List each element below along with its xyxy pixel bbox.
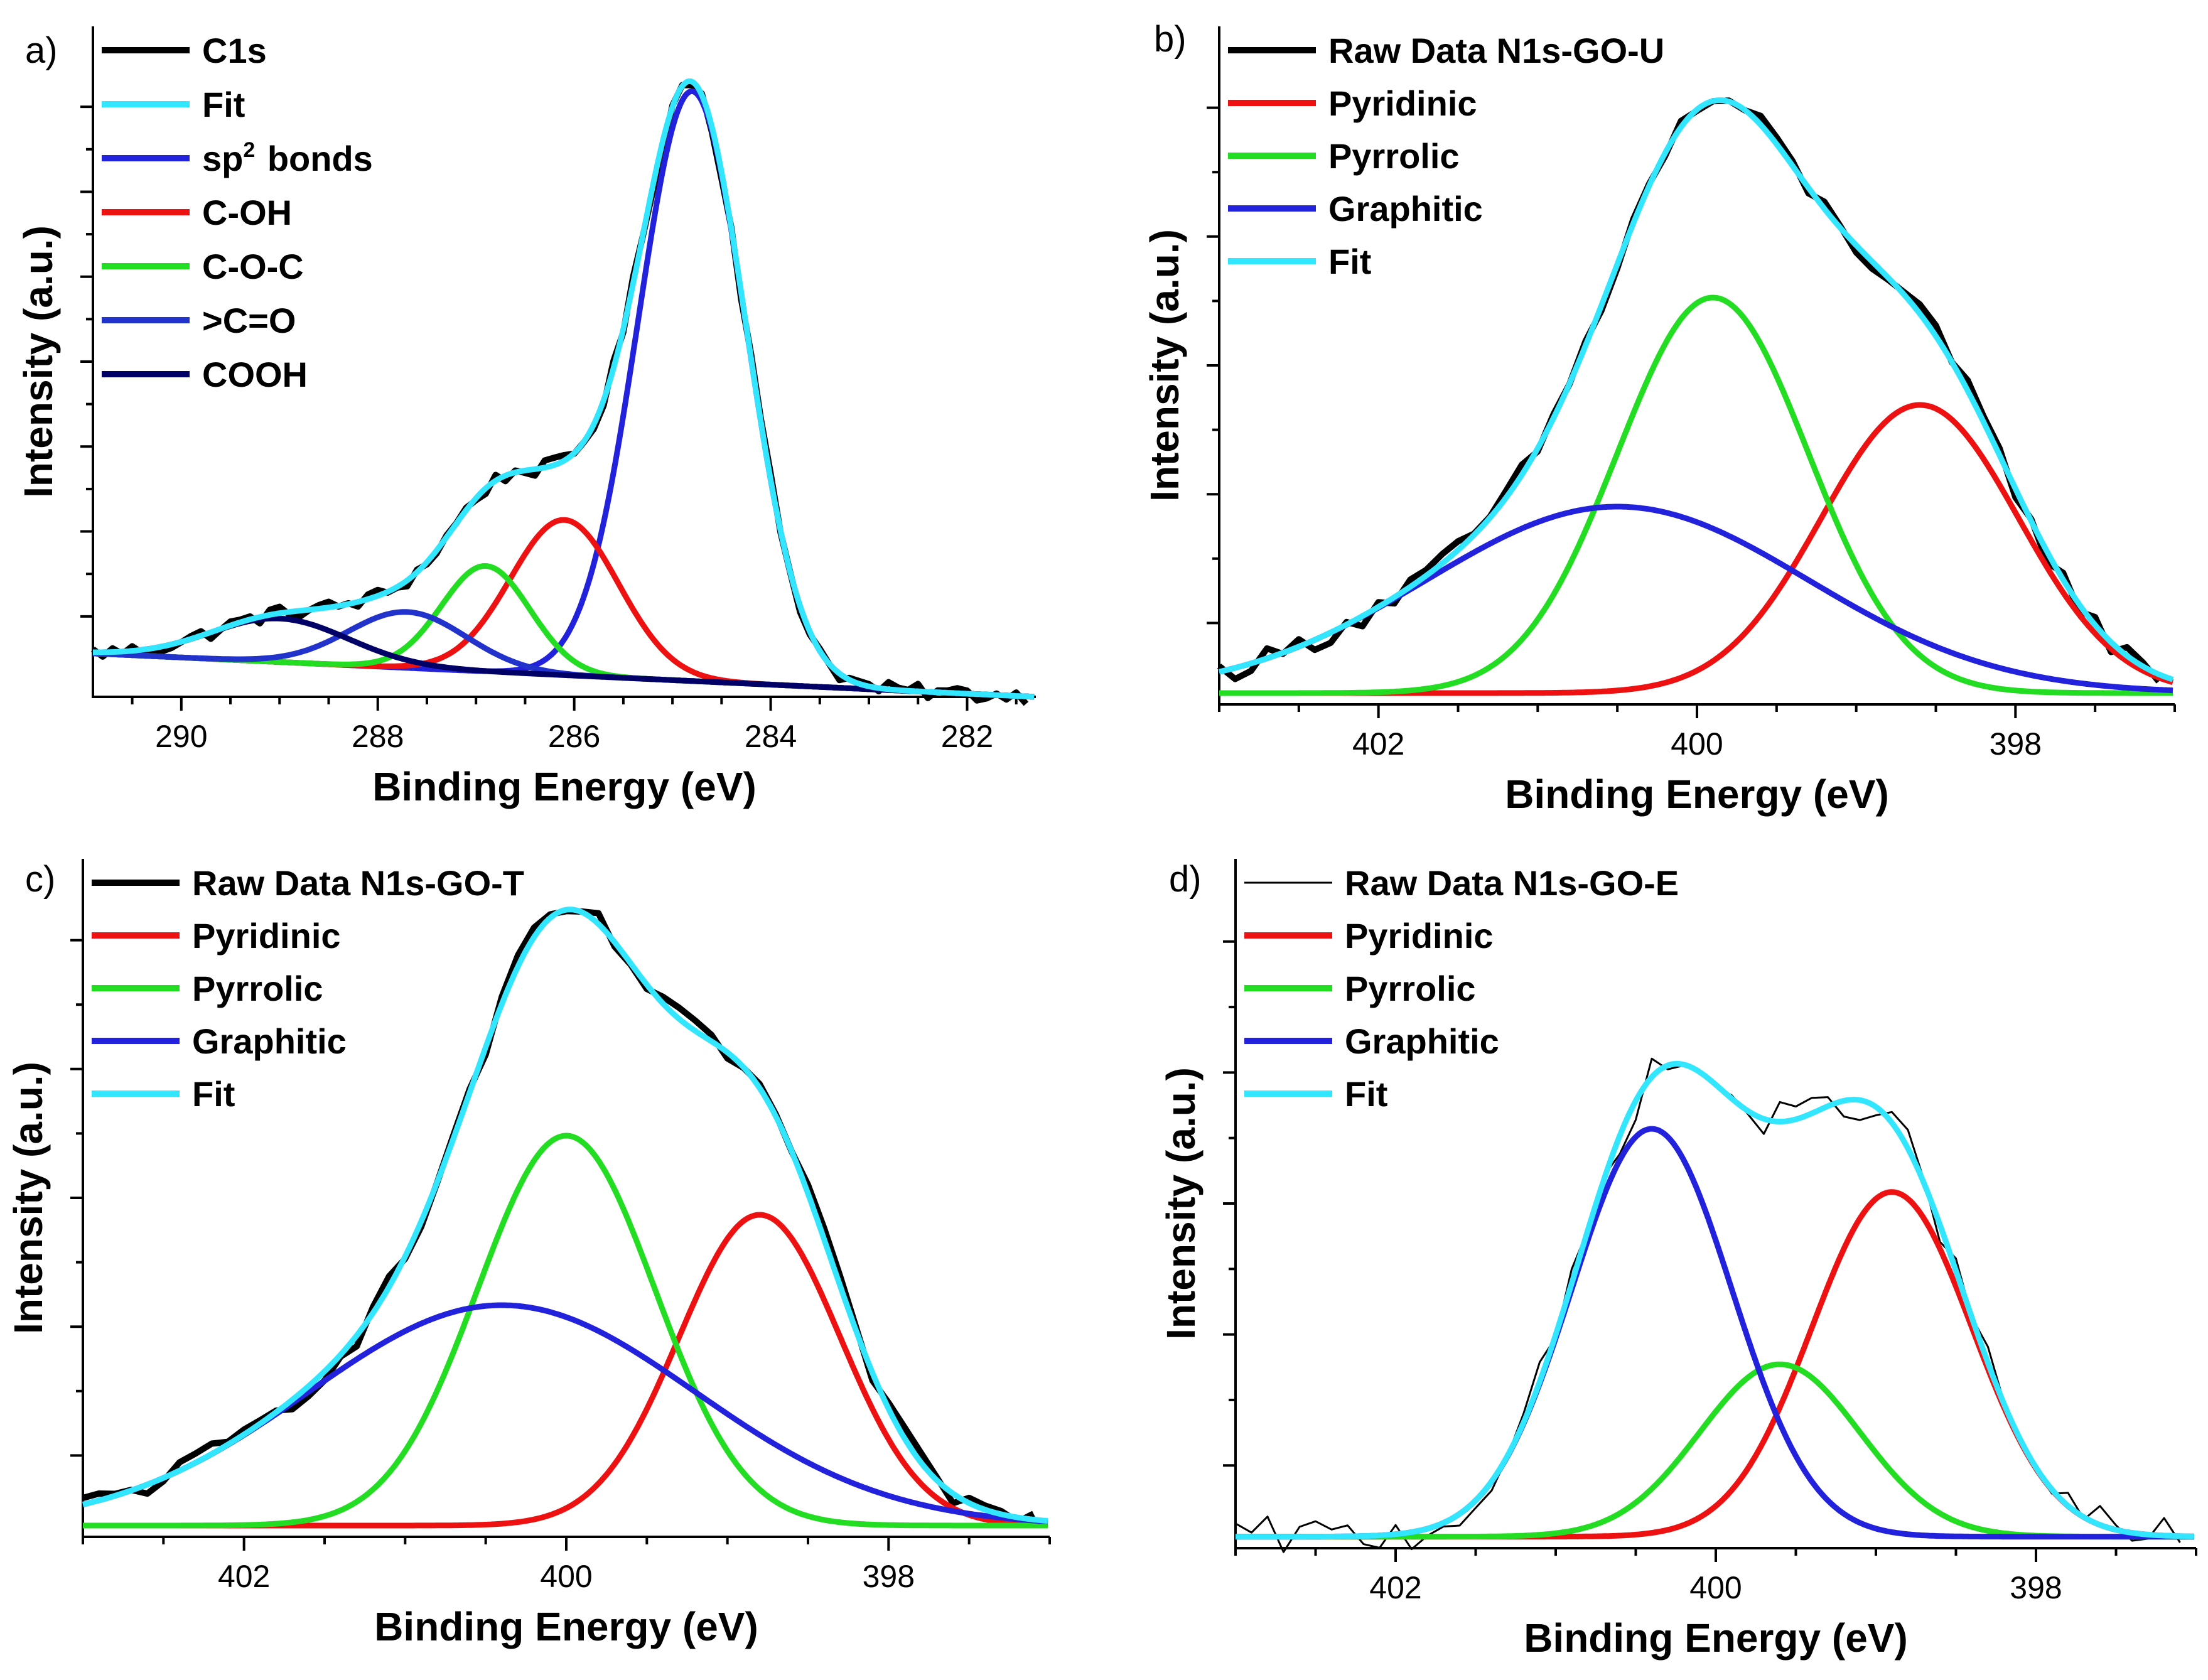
series-pyridinic — [1219, 402, 2174, 696]
series-fit — [82, 907, 1048, 1524]
axis-frame — [1218, 26, 2175, 706]
legend-label: Pyridinic — [1345, 916, 1494, 956]
x-tick-label: 400 — [1671, 726, 1723, 762]
panel-label: b) — [1154, 19, 1187, 60]
x-tick-label: 286 — [548, 719, 600, 754]
x-tick-label: 400 — [540, 1559, 592, 1594]
legend-label: C-OH — [202, 193, 292, 232]
legend-label: Raw Data N1s-GO-U — [1328, 31, 1664, 70]
legend-label: Graphitic — [1328, 189, 1483, 229]
legend-label: COOH — [202, 355, 308, 394]
x-tick-label: 398 — [863, 1559, 915, 1594]
y-axis-title: Intensity (a.u.) — [1158, 1067, 1204, 1340]
legend-label: Fit — [1328, 242, 1371, 281]
chart-panel-3: c) 402 400 398 Binding Energy (eV) Intensity … — [6, 859, 1051, 1649]
legend-label: Raw Data N1s-GO-E — [1345, 863, 1679, 903]
legend-label: C-O-C — [202, 247, 304, 286]
legend-label: Fit — [1345, 1074, 1387, 1114]
legend-label: Pyrrolic — [1345, 969, 1476, 1008]
panel-label: a) — [25, 30, 58, 71]
series-graphitic — [82, 1302, 1048, 1524]
legend-label: C1s — [202, 31, 267, 70]
x-tick-label: 402 — [218, 1559, 270, 1594]
legend-label: Pyridinic — [1328, 83, 1477, 123]
panel-label: c) — [25, 859, 55, 900]
series-graphitic — [1236, 1126, 2194, 1540]
series-coh — [92, 517, 1035, 700]
series-raw-data — [1217, 97, 2162, 684]
x-tick-label: 284 — [745, 719, 797, 754]
series-pyridinic — [83, 1212, 1048, 1529]
x-tick-label: 402 — [1369, 1570, 1421, 1605]
series-fit — [93, 78, 1035, 700]
legend-label: Graphitic — [192, 1021, 347, 1061]
legend-label: Fit — [202, 85, 245, 124]
x-axis-title: Binding Energy (eV) — [374, 1604, 758, 1649]
legend-label: >C=O — [202, 301, 296, 340]
legend-label: Pyrrolic — [192, 969, 323, 1008]
chart-panel-2: b) 402 400 398 Binding Energy (eV) Intensity … — [1142, 19, 2176, 817]
chart-panel-1: a) 290 288 286 284 282 Binding Energy (eV) Inte… — [16, 26, 1036, 809]
x-tick-label: 402 — [1352, 726, 1404, 762]
y-axis-title: Intensity (a.u.) — [6, 1062, 51, 1334]
x-tick-label: 282 — [941, 719, 993, 754]
legend-label: Raw Data N1s-GO-T — [192, 863, 524, 903]
series-raw-data — [1235, 1057, 2181, 1553]
series-pyrrolic — [83, 1133, 1048, 1529]
legend-label: Fit — [192, 1074, 235, 1114]
chart-panel-4: d) 402 400 398 Binding Energy (eV) Intensity … — [1158, 859, 2197, 1661]
x-axis-title: Binding Energy (eV) — [1524, 1615, 1908, 1661]
series-fit — [1236, 1060, 2195, 1540]
panel-label: d) — [1169, 859, 1202, 900]
x-axis-title: Binding Energy (eV) — [1505, 772, 1889, 817]
legend-label: Pyridinic — [192, 916, 341, 956]
x-tick-label: 398 — [1990, 726, 2042, 762]
legend-label: Graphitic — [1345, 1021, 1499, 1061]
x-tick-label: 290 — [155, 719, 207, 754]
y-axis-title: Intensity (a.u.) — [16, 225, 61, 498]
series-pyrrolic — [1219, 294, 2173, 696]
legend-label: sp2 bonds — [202, 138, 373, 178]
x-tick-label: 288 — [352, 719, 404, 754]
series-fit — [1218, 97, 2174, 682]
legend-label: Pyrrolic — [1328, 136, 1460, 176]
y-axis-title: Intensity (a.u.) — [1142, 229, 1187, 502]
x-tick-label: 400 — [1689, 1570, 1742, 1605]
x-axis-title: Binding Energy (eV) — [372, 764, 757, 809]
series-pyrrolic — [1236, 1361, 2194, 1540]
x-tick-label: 398 — [2010, 1570, 2062, 1605]
axis-frame — [1234, 859, 2196, 1549]
